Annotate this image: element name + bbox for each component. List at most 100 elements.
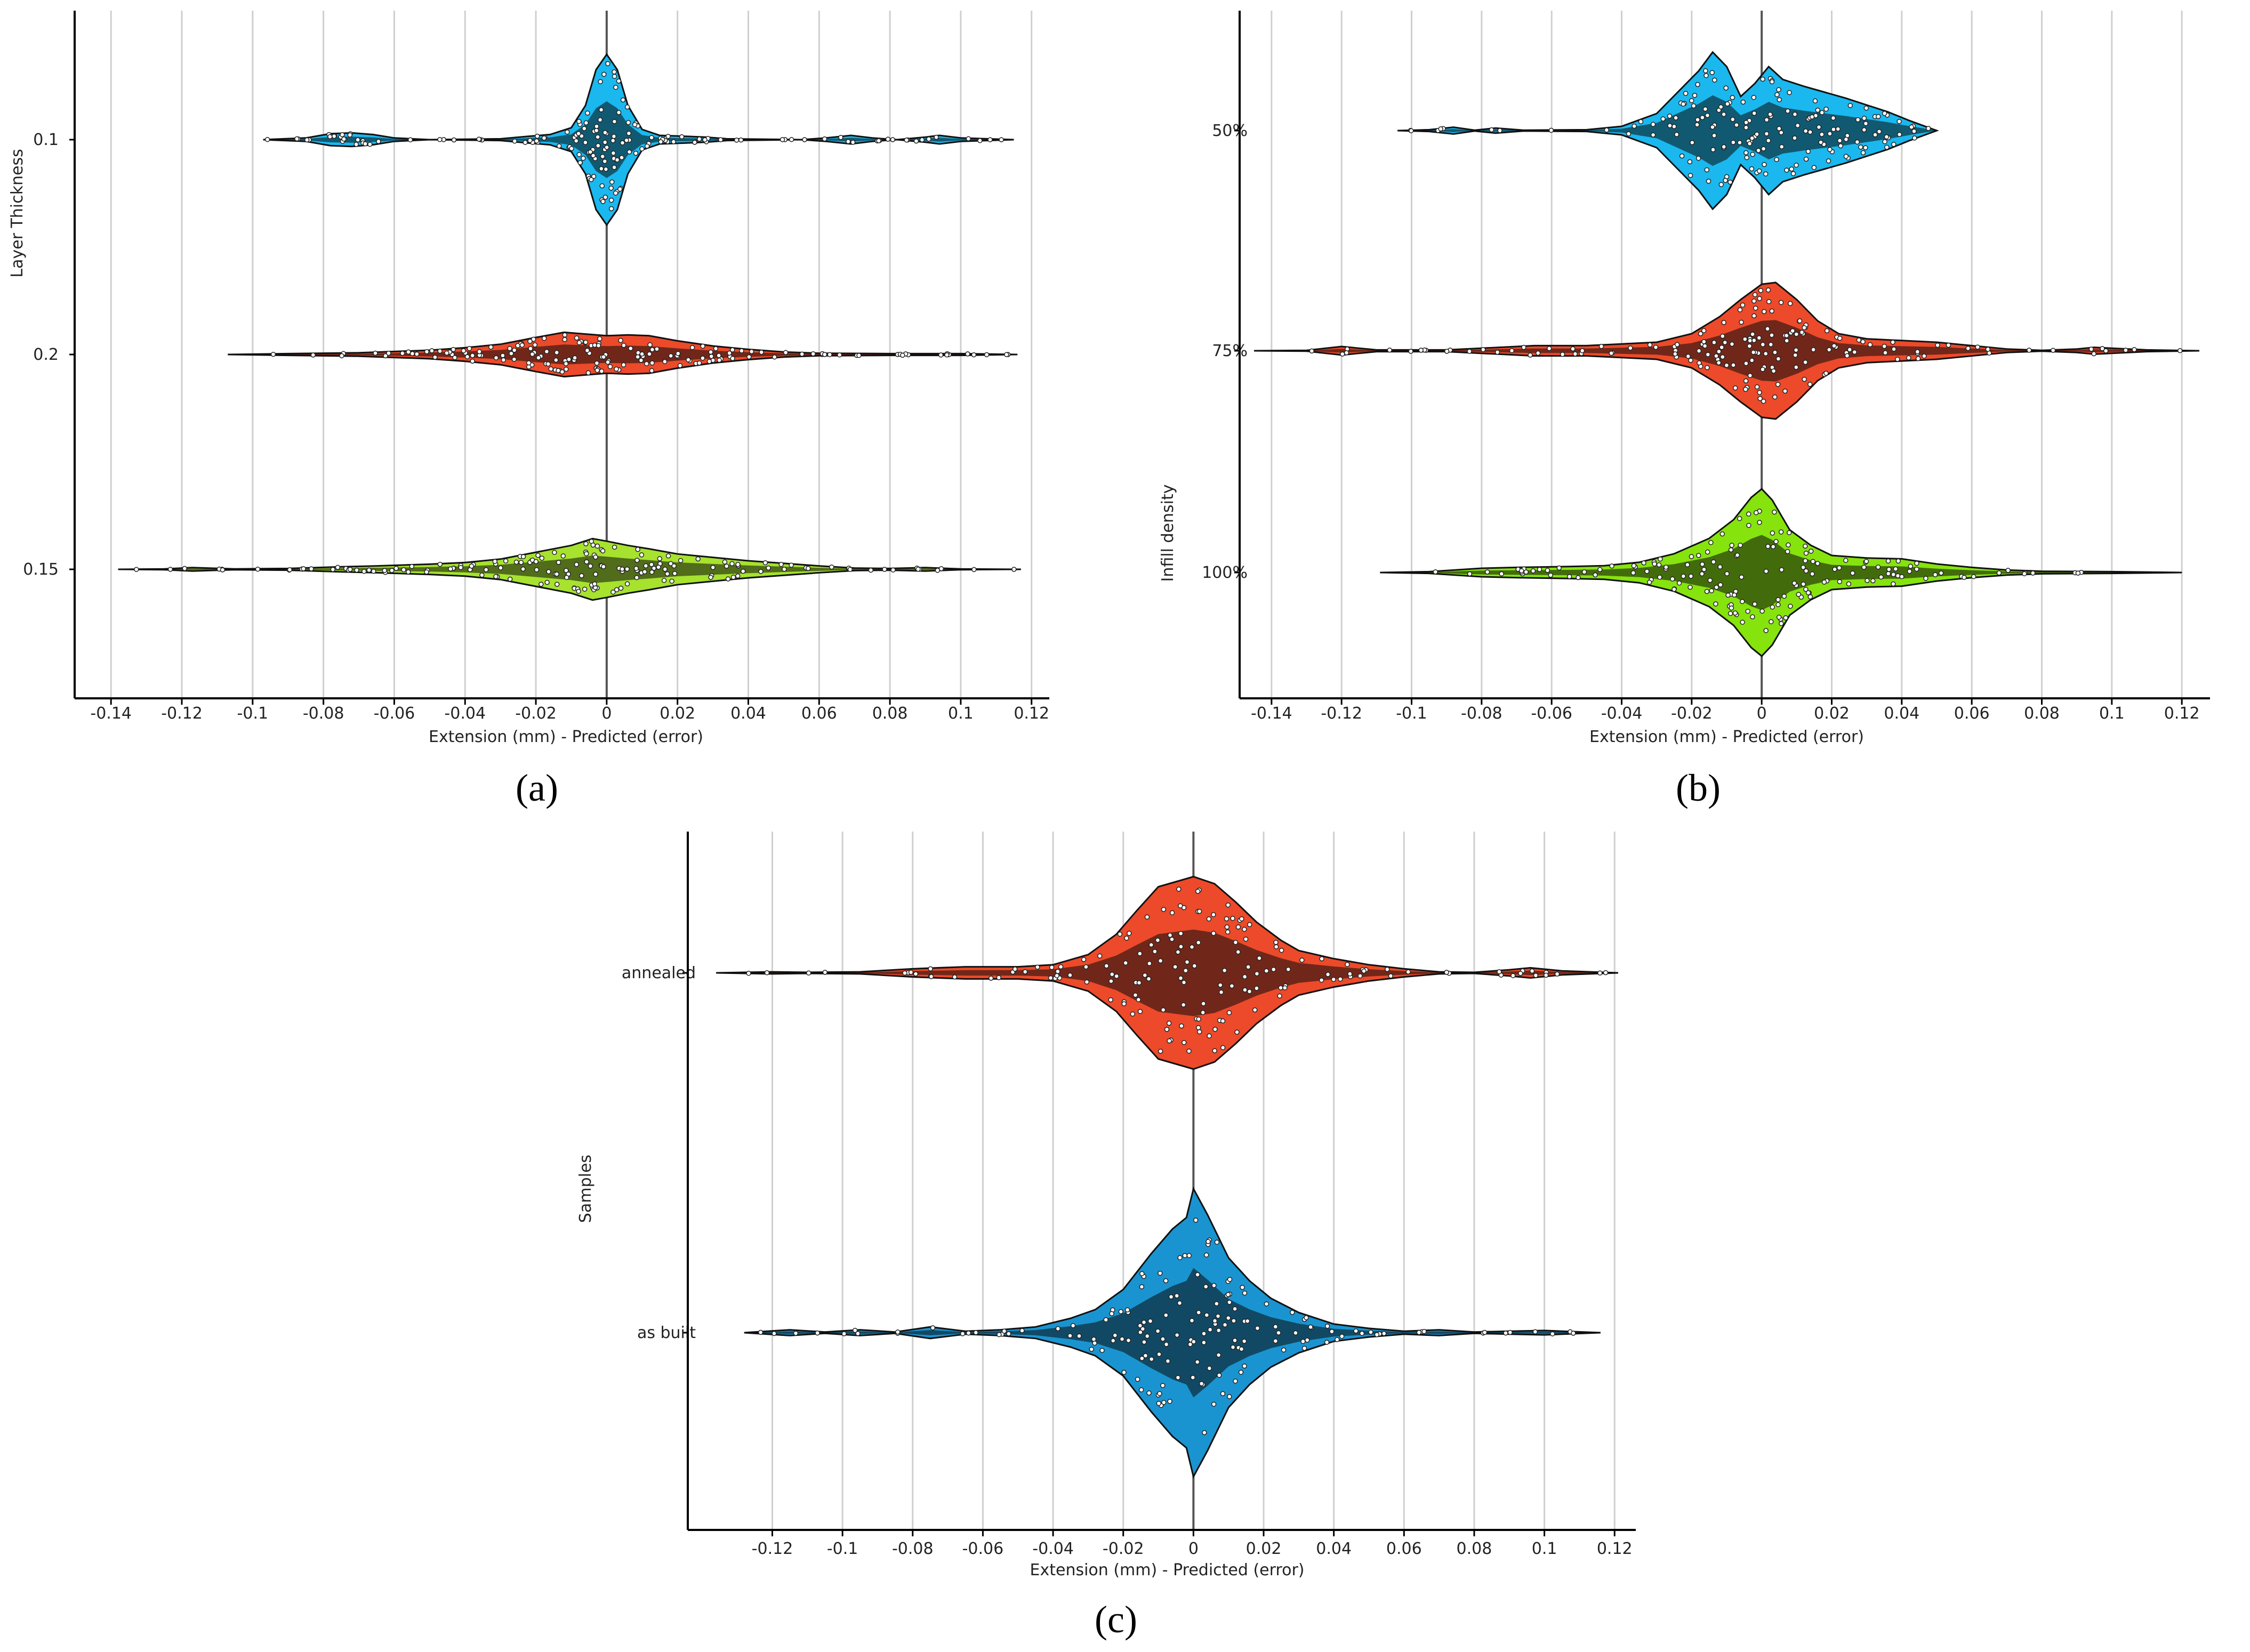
sample-point [1281,1347,1287,1353]
sample-point [1226,1010,1232,1016]
sample-point [1183,968,1188,973]
sample-point [1906,355,1911,361]
sample-point [1752,601,1757,607]
sample-point [1938,570,1944,576]
x-tick-label: -0.02 [1103,1540,1144,1558]
sample-point [1108,978,1114,984]
sample-point [1484,569,1490,575]
sample-point [1761,309,1767,315]
violin-core [228,344,1018,365]
sample-point [1720,354,1725,360]
sample-point [1819,132,1825,137]
sample-point [638,358,644,363]
sample-point [1706,179,1711,184]
sample-point [1843,154,1849,159]
sample-point [730,356,735,361]
sample-point [1702,106,1708,112]
x-tick-label: -0.02 [515,704,557,723]
sample-point [710,565,716,570]
sample-point [1858,144,1863,150]
sample-point [1731,140,1736,145]
sample-point [1779,144,1785,150]
sample-point [437,348,443,354]
sample-point [1704,589,1710,594]
sample-point [1738,542,1743,548]
sample-point [609,179,615,185]
sample-point [1656,562,1662,568]
sample-point [759,349,764,355]
sample-point [984,352,990,358]
sample-point [1723,85,1729,91]
sample-point [401,567,406,573]
sample-point [476,136,482,142]
sample-point [1146,1390,1152,1396]
sample-point [1811,165,1817,170]
sample-point [1667,123,1673,128]
sample-point [309,566,314,571]
sample-point [1157,1391,1162,1396]
sample-point [1860,339,1866,344]
sample-point [1176,887,1182,892]
sample-point [1104,963,1110,969]
sample-point [581,156,586,161]
sample-point [1740,302,1746,308]
sample-point [1775,382,1781,387]
sample-point [1192,963,1198,969]
sample-point [1765,544,1771,549]
sample-point [1494,349,1500,355]
sample-point [662,567,668,572]
sample-point [1304,1315,1309,1320]
sample-point [1222,1322,1228,1327]
sample-point [1070,1323,1076,1328]
sample-point [500,353,505,358]
sample-point [2100,346,2105,351]
category-label: 0.2 [33,345,59,364]
sample-point [594,543,600,549]
sample-point [1778,529,1784,535]
sample-point [1712,77,1717,83]
sample-point [1324,1340,1330,1345]
sample-point [563,361,569,366]
sample-point [1227,1300,1232,1305]
x-tick-label: 0.06 [801,704,837,723]
sample-point [1124,936,1129,941]
sample-point [1821,579,1827,585]
sample-point [1216,1373,1222,1378]
sample-point [708,349,713,355]
sample-point [1705,352,1711,357]
sample-point [1743,378,1749,384]
sample-point [1556,565,1562,571]
sample-point [1812,98,1818,104]
sample-point [1850,570,1855,576]
violin-0-1 [263,53,1014,227]
sample-point [620,566,625,572]
sample-point [1148,942,1154,948]
sample-point [1794,365,1799,370]
sample-point [1347,971,1353,977]
sample-point [1769,308,1774,314]
sample-point [611,134,617,139]
sample-point [448,566,453,571]
sample-point [1203,1284,1209,1290]
x-tick-label: -0.04 [1032,1540,1074,1558]
sample-point [1135,1376,1140,1382]
sample-point [649,569,655,575]
sample-point [1196,1029,1202,1035]
y-axis-title: Layer Thickness [8,149,27,277]
sample-point [1139,1284,1145,1290]
sample-point [649,347,655,352]
sample-point [2132,347,2137,352]
sample-point [347,567,353,572]
sample-point [1873,132,1878,138]
category-label: annealed [622,964,696,982]
sample-point [608,186,614,191]
sample-point [1160,1007,1166,1013]
sample-point [618,337,623,343]
sample-point [556,143,562,149]
sample-point [556,560,561,565]
sample-point [926,136,931,142]
sample-point [1908,563,1914,569]
sample-point [1702,343,1708,349]
sample-point [539,582,544,587]
sample-point [1239,1346,1244,1352]
